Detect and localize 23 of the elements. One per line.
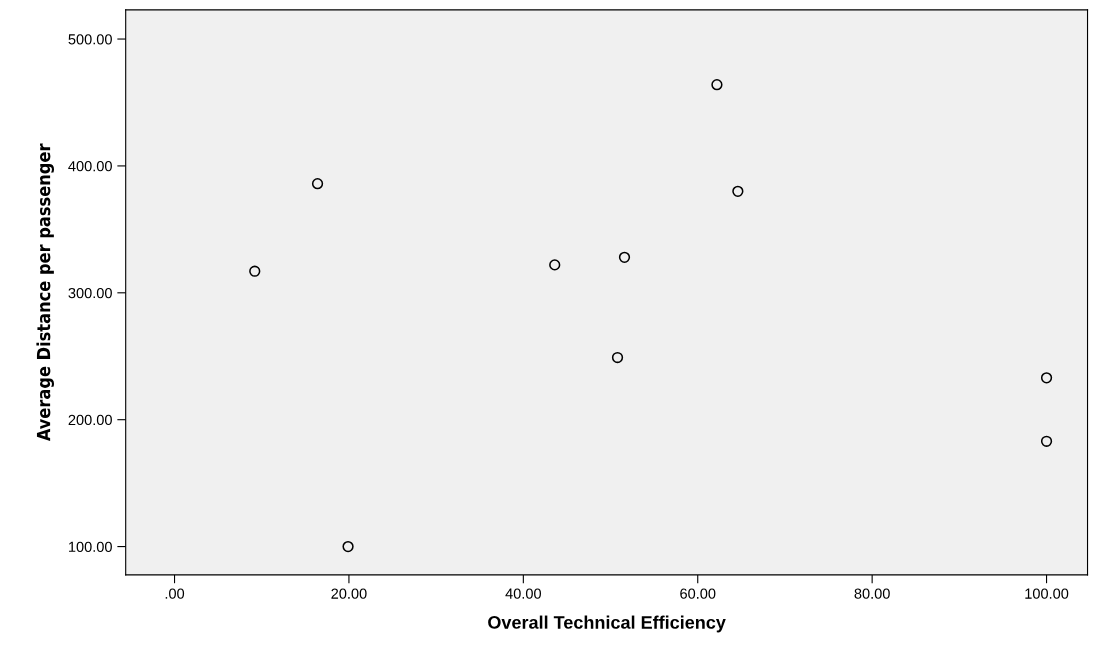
- point: [611, 351, 624, 364]
- x-axis-title: Overall Technical Efficiency: [488, 615, 726, 633]
- point: [1040, 435, 1053, 447]
- point: [732, 185, 744, 197]
- point: [618, 251, 631, 263]
- x-tick-label: 80.00: [854, 588, 890, 599]
- y-tick-label: 500.00: [68, 34, 112, 45]
- x-tick-label: 40.00: [505, 588, 542, 599]
- point: [311, 178, 324, 190]
- y-axis-title: Average Distance per passenger: [36, 143, 55, 442]
- x-tick-label: 100.00: [1025, 588, 1069, 599]
- point: [342, 540, 354, 553]
- x-tick-label: .00: [165, 588, 185, 599]
- point: [711, 79, 723, 91]
- x-tick-label: 60.00: [680, 588, 716, 599]
- y-tick-label: 100.00: [69, 541, 112, 553]
- y-tick-label: 300.00: [68, 287, 112, 299]
- y-tick-label: 200.00: [68, 414, 112, 426]
- x-tick-label: 20.00: [331, 588, 367, 599]
- y-tick-label: 400.00: [68, 161, 112, 172]
- point: [249, 265, 261, 277]
- point: [1040, 372, 1053, 384]
- point: [549, 259, 561, 271]
